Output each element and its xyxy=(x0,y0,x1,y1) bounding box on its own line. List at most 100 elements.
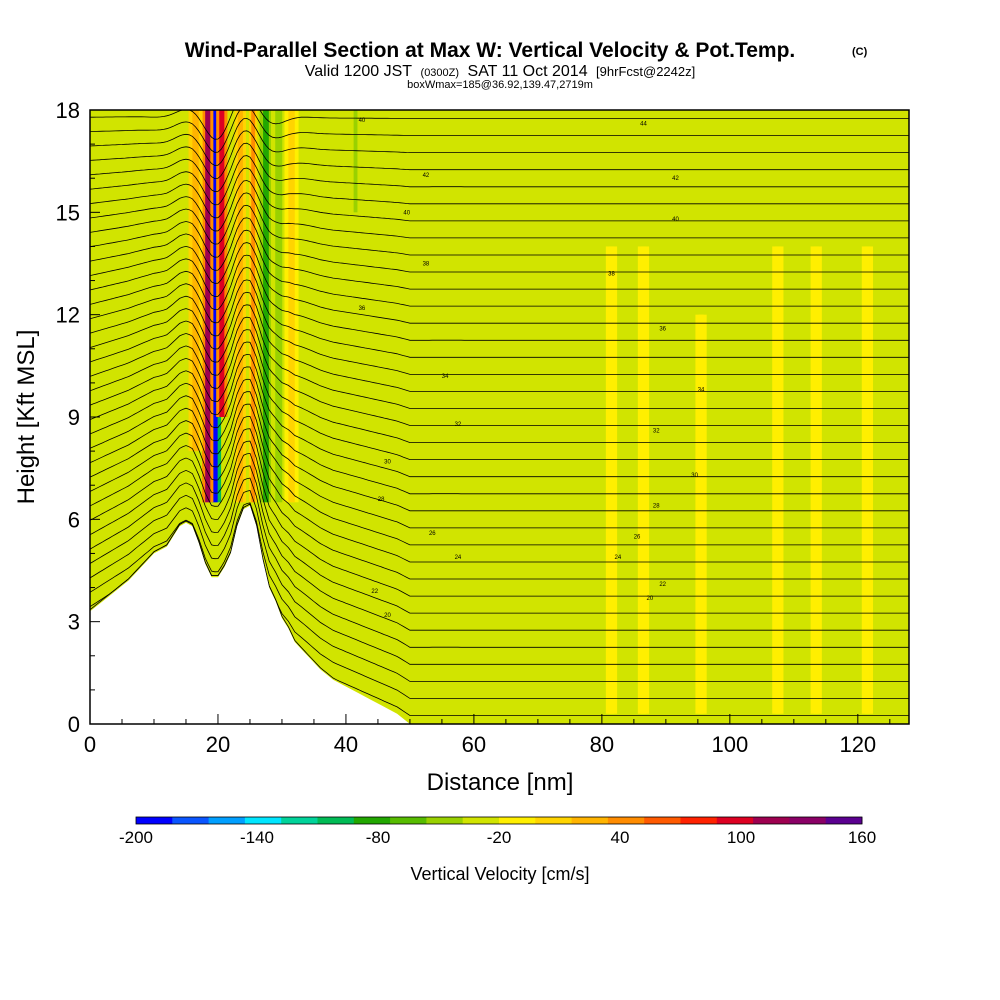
pot-temp-label: 40 xyxy=(672,217,679,223)
x-tick-label: 20 xyxy=(206,732,230,757)
subtitle-valid: Valid 1200 JST xyxy=(305,63,413,80)
pot-temp-label: 42 xyxy=(672,176,679,182)
x-tick-label: 60 xyxy=(462,732,486,757)
box-info: boxWmax=185@36.92,139.47,2719m xyxy=(407,79,593,91)
pot-temp-contour xyxy=(90,403,909,546)
x-axis-label: Distance [nm] xyxy=(427,769,574,796)
pot-temp-label: 32 xyxy=(455,422,462,428)
pot-temp-contour xyxy=(90,502,909,682)
pot-temp-label: 40 xyxy=(359,118,366,124)
colorbar-swatch xyxy=(499,817,536,824)
colorbar-tick-label: -80 xyxy=(366,828,391,847)
colorbar-swatch xyxy=(680,817,718,824)
colorbar-swatch xyxy=(317,817,355,824)
pot-temp-label: 24 xyxy=(615,555,622,561)
velocity-plume xyxy=(698,314,704,714)
velocity-plume xyxy=(251,110,256,503)
colorbar-swatch xyxy=(716,817,754,824)
velocity-plume xyxy=(608,246,615,714)
velocity-plumes xyxy=(188,110,874,714)
velocity-plume xyxy=(864,246,870,714)
x-tick-label: 0 xyxy=(84,732,96,757)
pot-temp-contour xyxy=(90,130,909,180)
subtitle-utc: (0300Z) xyxy=(421,67,460,79)
colorbar-swatch xyxy=(462,817,500,824)
x-axis: 0 20 40 60 80 100 120 xyxy=(84,714,891,757)
colorbar-swatch xyxy=(353,817,391,824)
pot-temp-labels: 40 44 42 42 40 40 38 38 36 36 34 34 32 32 30 30 28 28 26 26… xyxy=(359,118,705,619)
pot-temp-contour xyxy=(90,242,909,324)
pot-temp-contour xyxy=(90,142,909,193)
pot-temp-label: 38 xyxy=(423,262,430,268)
pot-temp-contours xyxy=(90,110,909,716)
pot-temp-contour xyxy=(90,341,909,460)
pot-temp-contour xyxy=(90,465,909,631)
chart-title: Wind-Parallel Section at Max W: Vertical… xyxy=(185,39,796,62)
velocity-plume xyxy=(237,110,243,503)
colorbar-swatch xyxy=(644,817,681,824)
y-tick-label: 6 xyxy=(68,507,80,532)
colorbar-swatch xyxy=(281,817,318,824)
pot-temp-label: 24 xyxy=(455,555,462,561)
pot-temp-label: 22 xyxy=(659,582,666,588)
pot-temp-label: 40 xyxy=(403,210,410,216)
pot-temp-contour xyxy=(90,452,909,614)
colorbar-swatch xyxy=(753,817,790,824)
pot-temp-label: 34 xyxy=(442,374,449,380)
pot-temp-contour xyxy=(90,180,909,239)
pot-temp-contour xyxy=(90,110,909,140)
pot-temp-contour xyxy=(90,267,909,358)
colorbar-tick-label: 160 xyxy=(848,828,876,847)
pot-temp-label: 30 xyxy=(384,459,391,465)
pot-temp-contour xyxy=(90,110,909,153)
y-tick-label: 3 xyxy=(68,610,80,635)
pot-temp-label: 20 xyxy=(384,613,391,619)
colorbar-tick-label: 100 xyxy=(727,828,755,847)
pot-temp-contour xyxy=(90,291,909,392)
pot-temp-contour xyxy=(90,503,909,699)
pot-temp-label: 36 xyxy=(359,306,366,312)
pot-temp-contour xyxy=(90,155,909,206)
x-tick-label: 80 xyxy=(590,732,614,757)
pot-temp-contour xyxy=(90,316,909,426)
pot-temp-contour xyxy=(90,391,909,529)
pot-temp-label: 28 xyxy=(378,497,385,503)
pot-temp-contour xyxy=(90,192,909,256)
pot-temp-label: 28 xyxy=(653,504,660,510)
pot-temp-label: 34 xyxy=(698,388,705,394)
pot-temp-label: 20 xyxy=(647,596,654,602)
colorbar-swatch xyxy=(789,817,827,824)
pot-temp-contour xyxy=(90,428,909,580)
pot-temp-label: 38 xyxy=(608,272,615,278)
colorbar-swatch xyxy=(172,817,209,824)
y-tick-label: 12 xyxy=(56,303,80,328)
pot-temp-contour xyxy=(90,217,909,290)
velocity-plume xyxy=(775,246,781,714)
colorbar-swatch xyxy=(390,817,427,824)
pot-temp-contour xyxy=(90,167,909,222)
pot-temp-contour xyxy=(90,117,909,166)
colorbar-swatch xyxy=(426,817,464,824)
colorbar-label: Vertical Velocity [cm/s] xyxy=(410,864,589,884)
velocity-plume xyxy=(219,110,225,417)
pot-temp-label: 26 xyxy=(634,534,641,540)
pot-temp-contour xyxy=(90,304,909,409)
colorbar-swatch xyxy=(571,817,609,824)
colorbar-swatch xyxy=(244,817,282,824)
velocity-plume xyxy=(353,110,358,213)
chart-title-mark: (C) xyxy=(852,46,868,58)
colorbar-tick-label: -20 xyxy=(487,828,512,847)
pot-temp-label: 36 xyxy=(659,326,666,332)
colorbar: -200 -140 -80 -20 40 100 160 xyxy=(119,816,876,847)
pot-temp-label: 44 xyxy=(640,122,647,128)
pot-temp-contour xyxy=(90,378,909,512)
subtitle-date: SAT 11 Oct 2014 xyxy=(468,63,588,80)
colorbar-tick-label: -200 xyxy=(119,828,153,847)
pot-temp-contour xyxy=(90,415,909,563)
pot-temp-label: 22 xyxy=(371,589,378,595)
pot-temp-contour xyxy=(90,279,909,375)
velocity-plume xyxy=(288,110,295,503)
subtitle-fcst: [9hrFcst@2242z] xyxy=(596,64,695,79)
y-tick-label: 0 xyxy=(68,712,80,737)
